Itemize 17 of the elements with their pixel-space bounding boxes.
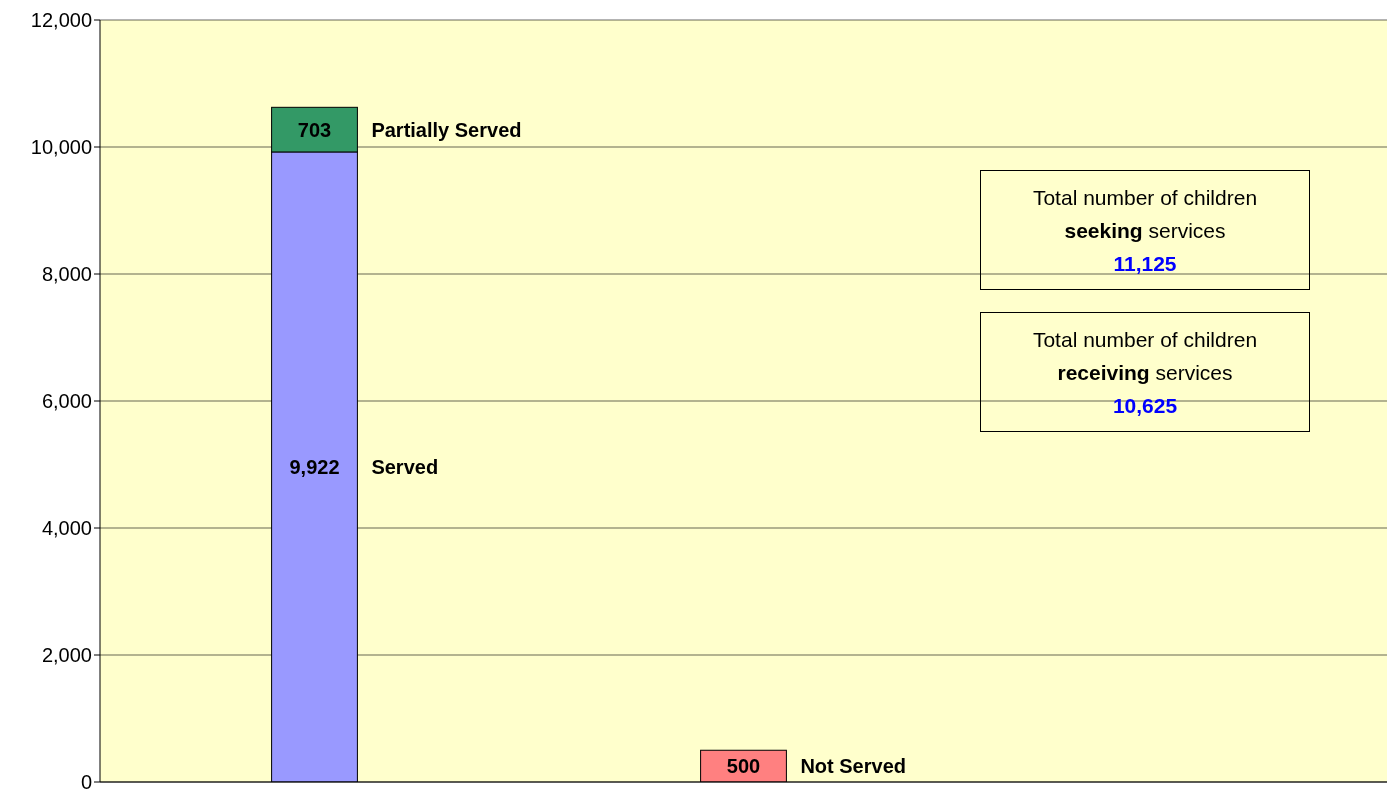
note-box: Total number of children seeking services 11,125 — [980, 170, 1310, 290]
series-label: Not Served — [800, 755, 906, 778]
y-tick-label: 8,000 — [41, 263, 92, 286]
data-label: 703 — [297, 118, 332, 141]
y-tick-label: 2,000 — [41, 644, 92, 667]
y-tick-label: 6,000 — [41, 390, 92, 413]
data-label: 500 — [726, 755, 761, 778]
note-box: Total number of children receiving services 10,625 — [980, 312, 1310, 432]
annotation: Total number of children receiving services 10,625 — [1032, 326, 1258, 419]
series-label: Partially Served — [371, 118, 522, 141]
data-label: 9,922 — [289, 455, 340, 478]
y-tick-label: 10,000 — [30, 136, 92, 159]
y-tick-label: 0 — [80, 771, 92, 794]
annotation: Total number of children seeking services 11,125 — [1032, 184, 1258, 277]
y-tick-label: 12,000 — [30, 9, 92, 32]
y-tick-label: 4,000 — [41, 517, 92, 540]
series-label: Served — [371, 455, 439, 478]
